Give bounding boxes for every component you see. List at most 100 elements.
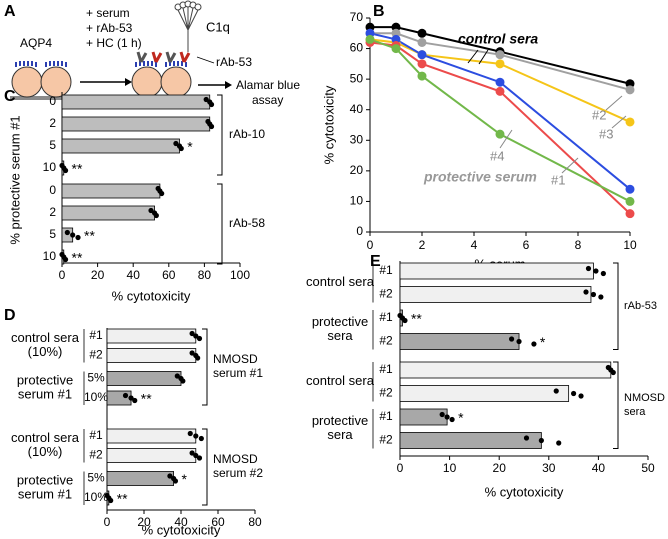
category-label: #1 — [89, 328, 103, 342]
x-tick-label: 20 — [137, 515, 151, 529]
replicate-dot — [193, 333, 199, 339]
subgroup-label: (10%) — [28, 344, 63, 359]
replicate-dot — [208, 123, 215, 130]
replicate-dot — [62, 167, 69, 174]
replicate-dot — [571, 390, 577, 397]
category-label: 0 — [49, 94, 56, 108]
y-axis-label: % protective serum #1 — [7, 115, 22, 244]
data-point — [625, 117, 635, 127]
category-label: 10 — [43, 249, 57, 263]
leader-line — [499, 129, 513, 149]
category-label: #2 — [379, 287, 393, 301]
data-point — [495, 129, 505, 139]
significance: ** — [141, 391, 152, 407]
x-axis-label: % cytotoxicity — [142, 522, 221, 537]
bar — [399, 286, 592, 303]
replicate-dot — [449, 416, 455, 423]
subgroup-label: protective — [312, 314, 368, 329]
data-point — [625, 209, 635, 219]
replicate-dot — [178, 145, 184, 152]
subgroup-label: sera — [327, 328, 353, 343]
replicate-dot — [553, 388, 559, 394]
data-point — [495, 86, 505, 96]
bar — [399, 408, 448, 426]
annotation: #1 — [551, 172, 565, 187]
panel-label: B — [373, 3, 385, 20]
y-tick-label: 60 — [350, 41, 364, 55]
replicate-dot — [593, 268, 599, 274]
subgroup-label: protective — [17, 473, 73, 488]
data-point — [417, 71, 427, 81]
replicate-dot — [402, 317, 408, 324]
significance: ** — [72, 161, 83, 177]
bar — [106, 428, 197, 444]
bar — [399, 333, 520, 350]
x-tick-label: 80 — [198, 268, 212, 282]
bar — [106, 448, 197, 463]
data-point — [417, 59, 427, 69]
y-tick-label: 0 — [356, 224, 363, 238]
subgroup-label: control sera — [11, 430, 80, 445]
x-tick-label: 4 — [471, 238, 478, 252]
data-point — [625, 184, 635, 194]
x-tick-label: 40 — [127, 268, 141, 282]
data-point — [365, 34, 375, 44]
subgroup-label: control sera — [11, 330, 80, 345]
replicate-dot — [610, 369, 616, 376]
category-label: #1 — [379, 409, 393, 423]
leader-line — [561, 157, 579, 174]
replicate-dot — [583, 289, 589, 295]
x-axis-label: % cytotoxicity — [485, 484, 564, 499]
data-point — [495, 59, 505, 69]
category-label: #1 — [379, 310, 393, 324]
replicate-dot — [196, 455, 203, 461]
leader-line — [611, 115, 627, 129]
group-label: rAb-10 — [229, 127, 265, 141]
bar — [61, 183, 161, 199]
replicate-dot — [523, 435, 530, 441]
category-label: #2 — [89, 448, 103, 462]
panel-label: D — [4, 307, 16, 324]
step: + HC (1 h) — [86, 36, 142, 50]
bar — [106, 371, 182, 386]
subgroup-label: serum #1 — [18, 387, 72, 402]
y-tick-label: 40 — [350, 102, 364, 116]
y-tick-label: 20 — [350, 163, 364, 177]
readout: assay — [252, 93, 283, 107]
significance: * — [458, 410, 464, 426]
category-label: #2 — [379, 386, 393, 400]
subgroup-label: sera — [327, 427, 353, 442]
significance: * — [187, 139, 193, 155]
x-tick-label: 60 — [211, 515, 225, 529]
group-bracket — [217, 183, 223, 265]
group-label: NMOSD — [213, 452, 258, 466]
category-label: 5% — [87, 371, 105, 385]
replicate-dot — [153, 212, 159, 219]
data-point — [391, 44, 401, 54]
y-tick-label: 30 — [350, 132, 364, 146]
replicate-dot — [208, 101, 215, 108]
significance: ** — [72, 250, 83, 266]
antibody-label: rAb-53 — [216, 55, 252, 69]
annotation: protective serum — [423, 169, 537, 185]
replicate-dot — [444, 414, 450, 420]
significance: * — [540, 334, 546, 350]
annotation: #2 — [592, 107, 606, 122]
subgroup-label: control sera — [306, 274, 375, 289]
significance: ** — [84, 228, 95, 244]
replicate-dot — [108, 497, 114, 504]
replicate-dot — [70, 232, 76, 238]
bar — [399, 432, 542, 449]
bar — [399, 361, 612, 379]
annotation: control sera — [458, 31, 538, 47]
panel-label: A — [4, 3, 16, 20]
category-label: 0 — [49, 183, 56, 197]
bar — [61, 138, 180, 154]
group-bracket — [613, 262, 619, 350]
x-tick-label: 10 — [623, 238, 637, 252]
group-label: rAb-58 — [229, 216, 265, 230]
replicate-dot — [167, 473, 173, 479]
bar — [61, 205, 155, 221]
y-tick-label: 70 — [350, 10, 364, 24]
